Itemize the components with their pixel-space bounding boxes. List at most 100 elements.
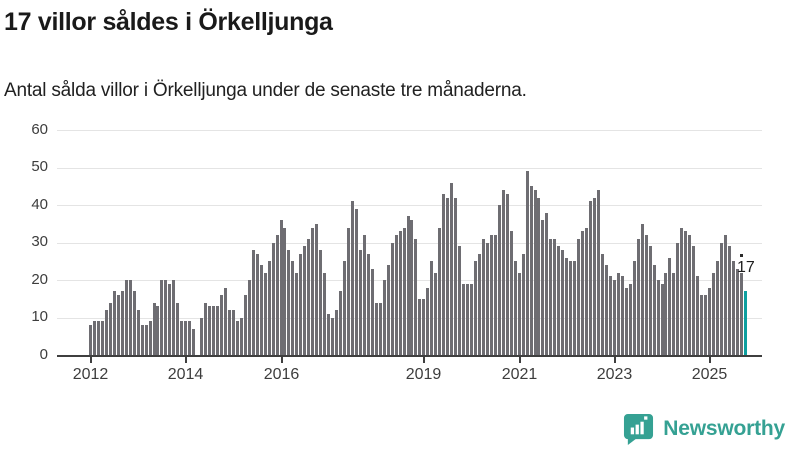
bar	[239, 317, 243, 355]
bar	[104, 310, 108, 355]
x-axis-label: 2021	[501, 366, 538, 383]
bar	[247, 280, 251, 355]
bar	[271, 242, 275, 355]
bar	[164, 280, 168, 355]
bar	[561, 250, 565, 355]
bar	[525, 171, 529, 355]
bar	[311, 227, 315, 355]
y-axis-labels: 0 10 20 30 40 50 60	[0, 120, 48, 367]
bar	[716, 261, 720, 355]
bar	[235, 321, 239, 355]
y-axis-label: 0	[39, 345, 48, 363]
bar	[124, 280, 128, 355]
x-axis-label: 2014	[167, 366, 204, 383]
bar	[466, 283, 470, 355]
bar	[632, 261, 636, 355]
gridline	[57, 280, 762, 281]
bar	[593, 197, 597, 355]
bar	[307, 238, 311, 355]
bar-series	[89, 130, 747, 355]
brand-name: Newsworthy	[663, 416, 785, 440]
bar	[346, 227, 350, 355]
bar	[152, 302, 156, 355]
bar	[569, 261, 573, 355]
y-axis-label: 20	[31, 270, 48, 288]
bar	[335, 310, 339, 355]
bar	[128, 280, 132, 355]
bar	[589, 201, 593, 355]
bar	[604, 265, 608, 355]
bar	[414, 238, 418, 355]
bar	[704, 295, 708, 355]
x-axis-line	[57, 355, 762, 357]
bar	[553, 238, 557, 355]
bar	[212, 306, 216, 355]
bar	[390, 242, 394, 355]
bar	[485, 242, 489, 355]
x-axis-label: 2025	[691, 366, 728, 383]
bar	[406, 216, 410, 355]
x-axis-tick	[280, 357, 283, 363]
x-axis-tick	[518, 357, 521, 363]
bar	[184, 321, 188, 355]
bar	[545, 212, 549, 355]
bar	[505, 193, 509, 355]
bar	[339, 291, 343, 355]
bar	[521, 253, 525, 355]
bar	[676, 242, 680, 355]
bar	[275, 235, 279, 355]
bar	[204, 302, 208, 355]
bar	[192, 328, 196, 355]
bar	[89, 325, 92, 355]
bar	[529, 186, 533, 355]
bar	[462, 283, 466, 355]
x-axis-tick	[613, 357, 616, 363]
x-axis-label: 2019	[405, 366, 442, 383]
bar	[140, 325, 144, 355]
bar	[450, 182, 454, 355]
bar	[216, 306, 219, 355]
bar	[700, 295, 704, 355]
bar	[517, 272, 521, 355]
bar	[219, 295, 223, 355]
bar	[513, 261, 517, 355]
bar	[501, 190, 505, 355]
bar	[378, 302, 382, 355]
bar	[231, 310, 235, 355]
bar	[112, 291, 116, 355]
annotation-dot	[740, 254, 743, 258]
x-axis-tick	[89, 357, 92, 363]
bar	[541, 220, 545, 355]
bar	[263, 272, 267, 355]
bar	[327, 313, 331, 355]
bar	[708, 287, 712, 355]
bar	[565, 257, 569, 355]
bar	[343, 261, 346, 355]
page-title: 17 villor såldes i Örkelljunga	[4, 8, 333, 36]
bar	[597, 190, 600, 355]
bar	[664, 272, 668, 355]
bar	[739, 272, 743, 355]
bar	[402, 227, 406, 355]
y-axis-label: 60	[31, 120, 48, 138]
gridline	[57, 205, 762, 206]
bar	[259, 265, 263, 355]
bar	[537, 197, 541, 355]
bar	[410, 220, 414, 355]
x-axis-tick	[422, 357, 425, 363]
bar	[331, 317, 335, 355]
y-axis-label: 50	[31, 158, 48, 175]
bar	[696, 276, 700, 355]
bar	[557, 246, 561, 355]
bar	[168, 283, 172, 355]
x-axis-label: 2012	[72, 366, 109, 383]
bar	[644, 235, 648, 355]
bar	[255, 253, 259, 355]
bar	[454, 197, 458, 355]
bar	[188, 321, 192, 355]
bar	[386, 265, 390, 355]
bar	[720, 242, 724, 355]
bar	[120, 291, 124, 355]
bar	[374, 302, 378, 355]
bar	[660, 283, 664, 355]
